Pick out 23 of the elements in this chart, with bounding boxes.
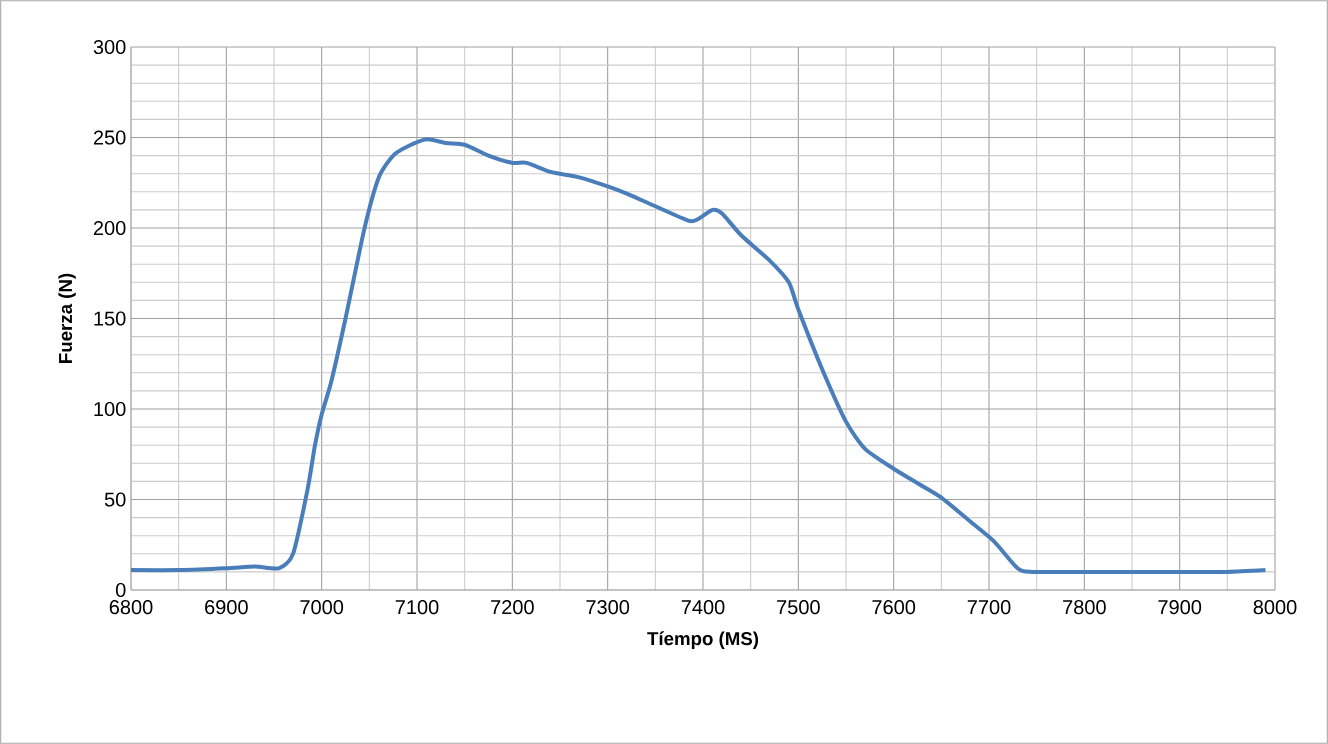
line-series [131, 137, 1268, 575]
y-axis-title: Fuerza (N) [58, 273, 76, 363]
y-tick-label: 150 [94, 311, 126, 326]
x-tick-label: 7500 [777, 600, 820, 615]
x-tick-label: 7900 [1158, 600, 1202, 615]
x-tick-label: 7300 [586, 600, 630, 615]
y-tick-label: 50 [104, 492, 126, 507]
x-tick-label: 7200 [491, 600, 534, 615]
y-tick-label: 100 [94, 401, 126, 417]
x-tick-label: 8000 [1253, 600, 1297, 615]
x-tick-label: 6800 [109, 600, 153, 615]
x-tick-label: 7100 [395, 600, 439, 615]
x-tick-label: 7800 [1063, 600, 1106, 615]
x-tick-label: 7700 [967, 600, 1011, 615]
x-tick-label: 7600 [872, 600, 916, 615]
y-tick-label: 250 [93, 130, 126, 145]
y-tick-label: 200 [93, 220, 126, 236]
x-tick-label: 7400 [681, 600, 725, 615]
x-axis-title: Tíempo (MS) [647, 631, 759, 649]
y-tick-label: 0 [115, 582, 126, 598]
x-tick-label: 6900 [205, 600, 248, 615]
x-tick-label: 7000 [300, 600, 344, 615]
y-tick-label: 300 [93, 39, 126, 55]
